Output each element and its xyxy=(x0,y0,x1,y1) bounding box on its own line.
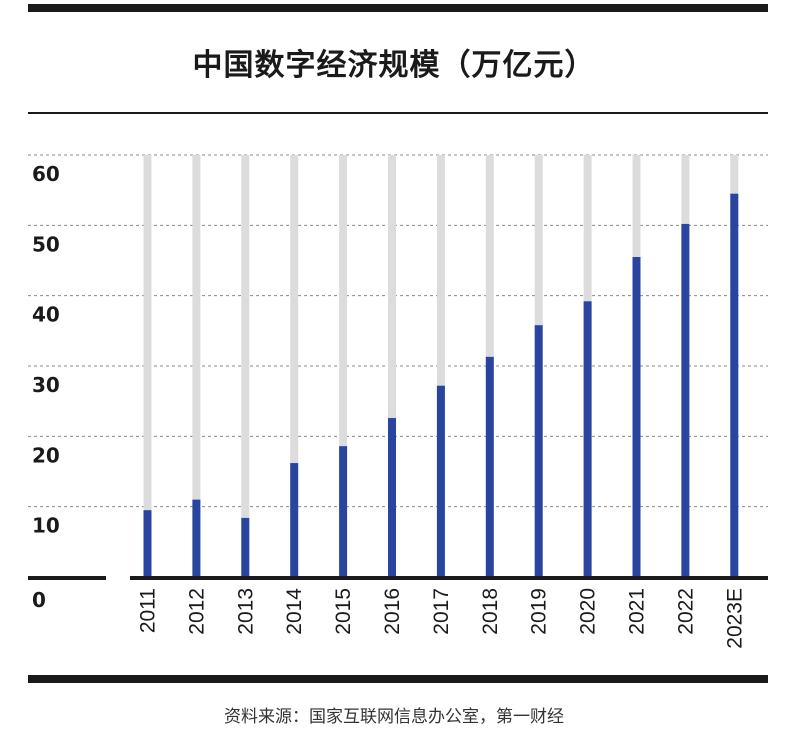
ytick-label-30: 30 xyxy=(32,373,60,397)
bar-2019 xyxy=(534,325,543,577)
xtick-label-2014: 2014 xyxy=(283,588,306,635)
bar-track-2013 xyxy=(241,155,250,577)
bar-2013 xyxy=(241,517,250,577)
ytick-label-0: 0 xyxy=(32,588,46,612)
bar-2015 xyxy=(339,446,348,577)
bar-2020 xyxy=(583,301,592,577)
bar-2014 xyxy=(290,463,299,577)
xtick-label-2017: 2017 xyxy=(430,588,453,635)
bar-track-2012 xyxy=(192,155,201,577)
top-rule xyxy=(28,4,768,12)
bar-2011 xyxy=(143,510,152,577)
ytick-label-60: 60 xyxy=(32,162,60,186)
bar-2012 xyxy=(192,499,201,577)
bar-2016 xyxy=(388,418,396,577)
xtick-label-2022: 2022 xyxy=(674,588,697,635)
baseline-axis xyxy=(130,576,768,580)
bar-2023E xyxy=(730,193,739,577)
source-note: 资料来源：国家互联网信息办公室，第一财经 xyxy=(224,707,564,727)
ytick-label-20: 20 xyxy=(32,443,60,467)
bar-chart: 0 10 20 30 40 50 60 2011 2012 2013 2014 2015 2016 201… xyxy=(28,154,768,649)
bar-2022 xyxy=(681,223,690,577)
xtick-label-2018: 2018 xyxy=(479,588,502,635)
bar-track-2015 xyxy=(339,155,348,577)
baseline-left xyxy=(28,576,106,580)
bar-track-2011 xyxy=(143,155,152,577)
ytick-label-10: 10 xyxy=(32,514,60,538)
bar-2017 xyxy=(436,385,445,577)
ytick-label-50: 50 xyxy=(32,232,60,256)
bar-2018 xyxy=(485,356,494,577)
xtick-label-2023E: 2023E xyxy=(723,588,746,649)
bar-track-2017 xyxy=(436,155,445,577)
xtick-label-2013: 2013 xyxy=(234,588,257,635)
xtick-label-2021: 2021 xyxy=(626,588,649,635)
bottom-rule xyxy=(28,675,768,683)
chart-title: 中国数字经济规模（万亿元） xyxy=(192,48,596,83)
xtick-label-2012: 2012 xyxy=(185,588,208,635)
xtick-label-2019: 2019 xyxy=(528,588,551,635)
xtick-label-2011: 2011 xyxy=(137,588,160,633)
bar-track-2016 xyxy=(388,155,396,577)
bar-2021 xyxy=(632,256,641,577)
bar-track-2014 xyxy=(290,155,299,577)
xtick-label-2020: 2020 xyxy=(577,588,600,635)
title-rule xyxy=(28,112,768,114)
xtick-label-2015: 2015 xyxy=(332,588,355,635)
xtick-label-2016: 2016 xyxy=(381,588,404,635)
ytick-label-40: 40 xyxy=(32,303,60,327)
